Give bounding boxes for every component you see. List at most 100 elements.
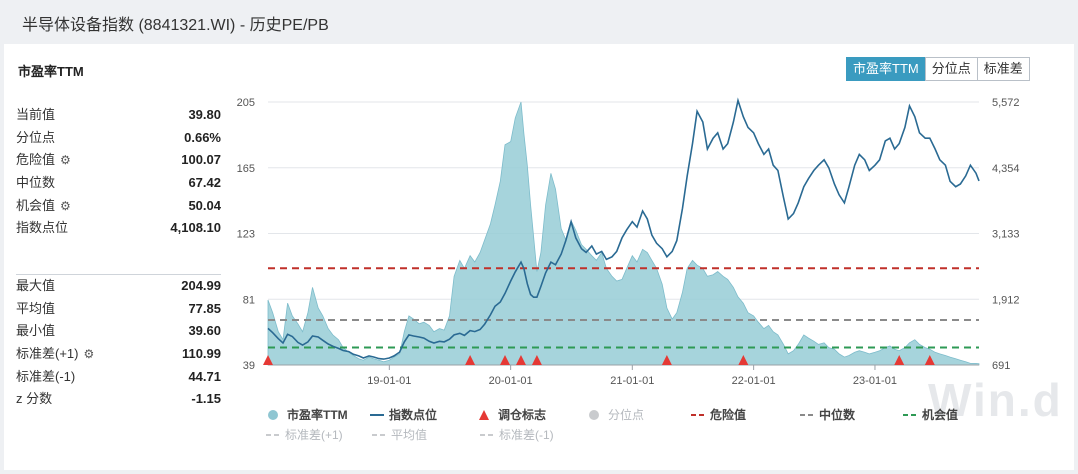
legend-label: 平均值 (391, 427, 427, 442)
rebalance-marker (500, 355, 510, 365)
index-level-line (267, 97, 980, 360)
y-right-tick-label: 5,572 (992, 97, 1020, 109)
rebalance-marker (465, 355, 476, 365)
stat-label: 中位数 (16, 175, 56, 191)
stat-label: 当前值 (16, 107, 56, 122)
legend-item[interactable]: 调仓标志 (479, 407, 546, 422)
x-tick-label: 20-01-01 (489, 375, 533, 387)
legend-item[interactable]: 标准差(-1) (480, 428, 554, 442)
stat-row: 平均值 77.85 (16, 298, 221, 321)
stat-row: 中位数 67.42 (16, 172, 221, 195)
rebalance-marker (531, 355, 542, 365)
x-tick-label: 19-01-01 (367, 375, 411, 387)
y-left-tick-label: 123 (237, 229, 255, 241)
stat-value: 204.99 (181, 278, 221, 293)
stat-value: 67.42 (188, 175, 221, 191)
legend-item[interactable]: 中位数 (800, 407, 856, 422)
stat-value: 110.99 (181, 346, 221, 362)
tab-std-dev[interactable]: 标准差 (976, 57, 1030, 81)
title-bar: 半导体设备指数 (8841321.WI) - 历史PE/PB (0, 0, 1078, 44)
y-left-tick-label: 165 (237, 163, 255, 175)
stat-value: 4,108.10 (170, 220, 221, 236)
stat-label: 分位点 (16, 129, 56, 145)
stat-label: 标准差(-1) (16, 368, 76, 384)
legend-label: 指数点位 (389, 407, 437, 422)
stat-value: 44.71 (188, 368, 221, 384)
stat-value: 39.80 (188, 107, 221, 122)
stat-row: 指数点位 4,108.10 (16, 217, 221, 240)
legend-label: 标准差(+1) (285, 428, 343, 442)
y-right-tick-label: 691 (992, 360, 1010, 372)
rebalance-marker (738, 355, 749, 365)
stat-row: 标准差(-1) 44.71 (16, 366, 221, 389)
y-left-tick-label: 205 (237, 97, 255, 109)
stat-label: 最大值 (16, 278, 56, 293)
rebalance-marker (661, 355, 672, 365)
y-right-tick-label: 4,354 (992, 163, 1020, 175)
y-left-tick-label: 81 (243, 294, 255, 306)
stat-value: 39.60 (188, 323, 221, 339)
stat-row: 标准差(+1) ⚙ 110.99 (16, 343, 221, 366)
gear-icon[interactable]: ⚙ (60, 198, 71, 213)
metric-tabs: 市盈率TTM 分位点 标准差 (846, 57, 1030, 81)
rebalance-marker (515, 355, 526, 365)
legend-triangle-icon (479, 410, 489, 420)
legend-item[interactable]: 危险值 (691, 407, 746, 422)
y-left-tick-label: 39 (243, 360, 255, 372)
stat-row: 最小值 39.60 (16, 320, 221, 343)
legend-label: 调仓标志 (498, 407, 546, 422)
pe-ttm-area (267, 101, 980, 366)
section-title: 市盈率TTM (18, 64, 84, 79)
legend-label: 分位点 (608, 407, 644, 422)
rebalance-marker (894, 355, 905, 365)
stat-value: 50.04 (188, 197, 221, 213)
stat-label: 指数点位 (16, 220, 69, 236)
stat-label: z 分数 (16, 391, 53, 407)
stat-value: 77.85 (188, 300, 221, 316)
legend-dot-icon (268, 410, 278, 420)
stat-value: 100.07 (181, 152, 221, 168)
legend-label: 市盈率TTM (287, 407, 348, 422)
stat-row: z 分数 -1.15 (16, 388, 221, 411)
window-title: 半导体设备指数 (8841321.WI) - 历史PE/PB (22, 17, 329, 34)
stat-label: 平均值 (16, 300, 56, 316)
legend-item[interactable]: 市盈率TTM (268, 407, 348, 422)
wind-watermark: Win.d (928, 374, 1063, 426)
tab-pe-ttm[interactable]: 市盈率TTM (846, 57, 926, 81)
x-tick-label: 22-01-01 (732, 375, 776, 387)
stats-summary-top: 当前值 39.80 分位点 0.66% 危险值 ⚙ 100.07 中位数 67.42 机会… (16, 104, 221, 240)
legend-label: 危险值 (709, 407, 746, 422)
stat-row: 分位点 0.66% (16, 127, 221, 150)
legend-label: 标准差(-1) (499, 428, 554, 442)
x-tick-label: 23-01-01 (853, 375, 897, 387)
legend-item[interactable]: 分位点 (589, 407, 644, 422)
rebalance-marker (924, 355, 935, 365)
legend-dot-icon (589, 410, 599, 420)
legend-label: 中位数 (819, 407, 856, 422)
stat-label: 机会值 ⚙ (16, 195, 71, 218)
main-panel: 市盈率TTM 市盈率TTM 分位点 标准差 当前值 39.80 分位点 0.66% … (4, 44, 1074, 470)
stat-row: 危险值 ⚙ 100.07 (16, 149, 221, 172)
stat-value: 0.66% (184, 129, 221, 145)
legend-item[interactable]: 标准差(+1) (266, 428, 343, 442)
legend-label: 机会值 (922, 407, 958, 422)
tab-percentile[interactable]: 分位点 (924, 57, 978, 81)
stat-row: 当前值 39.80 (16, 104, 221, 127)
y-right-tick-label: 3,133 (992, 229, 1020, 241)
x-tick-label: 21-01-01 (610, 375, 654, 387)
stats-summary-bottom: 最大值 204.99 平均值 77.85 最小值 39.60 标准差(+1) ⚙ 110.… (16, 275, 221, 411)
legend-item[interactable]: 机会值 (903, 407, 958, 422)
gear-icon[interactable]: ⚙ (83, 347, 95, 362)
stat-label: 危险值 ⚙ (16, 149, 71, 172)
stat-label: 标准差(+1) ⚙ (16, 343, 94, 366)
stat-row: 机会值 ⚙ 50.04 (16, 195, 221, 218)
legend-item[interactable]: 平均值 (372, 427, 427, 442)
y-right-tick-label: 1,912 (992, 294, 1020, 306)
gear-icon[interactable]: ⚙ (60, 153, 71, 168)
rebalance-marker (263, 355, 273, 365)
stat-row: 最大值 204.99 (16, 275, 221, 298)
legend-item[interactable]: 指数点位 (370, 407, 437, 422)
stat-value: -1.15 (191, 391, 221, 407)
